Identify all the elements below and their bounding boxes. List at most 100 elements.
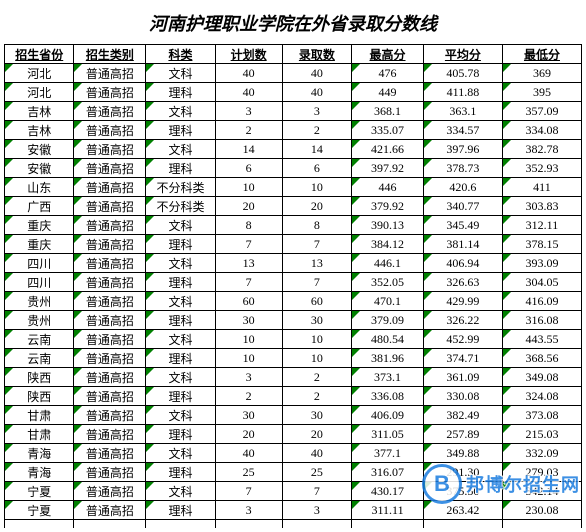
table-row: 陕西普通高招文科32373.1361.09349.08 xyxy=(5,368,582,387)
table-cell: 375.50 xyxy=(423,482,502,501)
table-cell: 368.56 xyxy=(502,349,581,368)
table-cell: 20 xyxy=(215,425,282,444)
table-cell: 青海 xyxy=(5,463,74,482)
table-cell: 河北 xyxy=(5,83,74,102)
header-row: 招生省份招生类别科类计划数录取数最高分平均分最低分 xyxy=(5,45,582,64)
table-cell: 369 xyxy=(502,64,581,83)
table-cell: 30 xyxy=(282,311,351,330)
table-cell: 8 xyxy=(282,216,351,235)
table-cell xyxy=(502,520,581,528)
table-cell: 2 xyxy=(282,121,351,140)
table-row: 广西普通高招不分科类2020379.92340.77303.83 xyxy=(5,197,582,216)
table-cell: 449 xyxy=(352,83,424,102)
table-cell: 470.1 xyxy=(352,292,424,311)
table-cell: 普通高招 xyxy=(74,254,146,273)
table-cell: 25 xyxy=(215,463,282,482)
table-cell: 2 xyxy=(215,387,282,406)
table-cell: 446.1 xyxy=(352,254,424,273)
table-cell: 理科 xyxy=(146,311,215,330)
table-row: 重庆普通高招理科77384.12381.14378.15 xyxy=(5,235,582,254)
table-row: 甘肃普通高招理科2020311.05257.89215.03 xyxy=(5,425,582,444)
table-row: 四川普通高招理科77352.05326.63304.05 xyxy=(5,273,582,292)
table-cell: 406.94 xyxy=(423,254,502,273)
table-cell: 10 xyxy=(282,349,351,368)
table-cell: 340.77 xyxy=(423,197,502,216)
table-cell: 215.03 xyxy=(502,425,581,444)
table-cell: 326.63 xyxy=(423,273,502,292)
column-header: 最高分 xyxy=(352,45,424,64)
table-cell: 重庆 xyxy=(5,235,74,254)
table-cell: 甘肃 xyxy=(5,425,74,444)
table-cell: 420.6 xyxy=(423,178,502,197)
table-cell: 429.99 xyxy=(423,292,502,311)
table-cell: 352.93 xyxy=(502,159,581,178)
table-cell: 6 xyxy=(215,159,282,178)
table-cell: 7 xyxy=(215,235,282,254)
table-row: 山东普通高招不分科类1010446420.6411 xyxy=(5,178,582,197)
table-cell: 334.57 xyxy=(423,121,502,140)
table-cell: 陕西 xyxy=(5,387,74,406)
table-cell: 广西 xyxy=(5,197,74,216)
table-cell: 368.1 xyxy=(352,102,424,121)
table-cell: 395 xyxy=(502,83,581,102)
table-cell: 10 xyxy=(282,330,351,349)
table-cell: 30 xyxy=(215,311,282,330)
table-cell: 381.14 xyxy=(423,235,502,254)
table-cell: 405.78 xyxy=(423,64,502,83)
table-cell: 303.83 xyxy=(502,197,581,216)
table-cell: 411.88 xyxy=(423,83,502,102)
table-cell: 349.08 xyxy=(502,368,581,387)
table-cell: 411 xyxy=(502,178,581,197)
table-cell: 普通高招 xyxy=(74,235,146,254)
table-cell: 480.54 xyxy=(352,330,424,349)
table-cell: 理科 xyxy=(146,273,215,292)
table-cell: 普通高招 xyxy=(74,102,146,121)
table-cell: 263.42 xyxy=(423,501,502,520)
table-cell: 6 xyxy=(282,159,351,178)
table-cell: 311.05 xyxy=(352,425,424,444)
table-cell: 10 xyxy=(215,349,282,368)
table-cell: 257.89 xyxy=(423,425,502,444)
table-cell: 416.09 xyxy=(502,292,581,311)
table-cell: 普通高招 xyxy=(74,83,146,102)
table-cell: 文科 xyxy=(146,140,215,159)
table-row: 宁夏普通高招文科77430.17375.50342.14 xyxy=(5,482,582,501)
table-row: 安徽普通高招文科1414421.66397.96382.78 xyxy=(5,140,582,159)
table-cell: 373.08 xyxy=(502,406,581,425)
table-cell: 352.05 xyxy=(352,273,424,292)
table-cell: 普通高招 xyxy=(74,368,146,387)
table-cell: 357.09 xyxy=(502,102,581,121)
table-cell: 7 xyxy=(282,482,351,501)
table-cell: 普通高招 xyxy=(74,273,146,292)
table-cell xyxy=(215,520,282,528)
table-cell: 文科 xyxy=(146,216,215,235)
table-row xyxy=(5,520,582,528)
table-cell: 7 xyxy=(282,235,351,254)
table-cell: 文科 xyxy=(146,444,215,463)
table-cell: 326.22 xyxy=(423,311,502,330)
table-cell: 14 xyxy=(282,140,351,159)
table-cell: 390.13 xyxy=(352,216,424,235)
table-cell: 不分科类 xyxy=(146,197,215,216)
table-cell: 446 xyxy=(352,178,424,197)
table-cell: 40 xyxy=(282,64,351,83)
table-cell: 3 xyxy=(215,102,282,121)
table-cell: 理科 xyxy=(146,425,215,444)
table-cell: 397.92 xyxy=(352,159,424,178)
table-cell: 378.15 xyxy=(502,235,581,254)
table-cell: 普通高招 xyxy=(74,197,146,216)
table-cell: 河北 xyxy=(5,64,74,83)
table-cell: 文科 xyxy=(146,292,215,311)
table-row: 吉林普通高招文科33368.1363.1357.09 xyxy=(5,102,582,121)
table-cell: 文科 xyxy=(146,406,215,425)
table-cell: 476 xyxy=(352,64,424,83)
table-cell: 361.09 xyxy=(423,368,502,387)
table-cell: 443.55 xyxy=(502,330,581,349)
table-cell: 14 xyxy=(215,140,282,159)
table-cell: 理科 xyxy=(146,83,215,102)
table-cell: 贵州 xyxy=(5,292,74,311)
table-cell: 349.88 xyxy=(423,444,502,463)
table-cell: 311.11 xyxy=(352,501,424,520)
column-header: 平均分 xyxy=(423,45,502,64)
table-cell: 384.12 xyxy=(352,235,424,254)
